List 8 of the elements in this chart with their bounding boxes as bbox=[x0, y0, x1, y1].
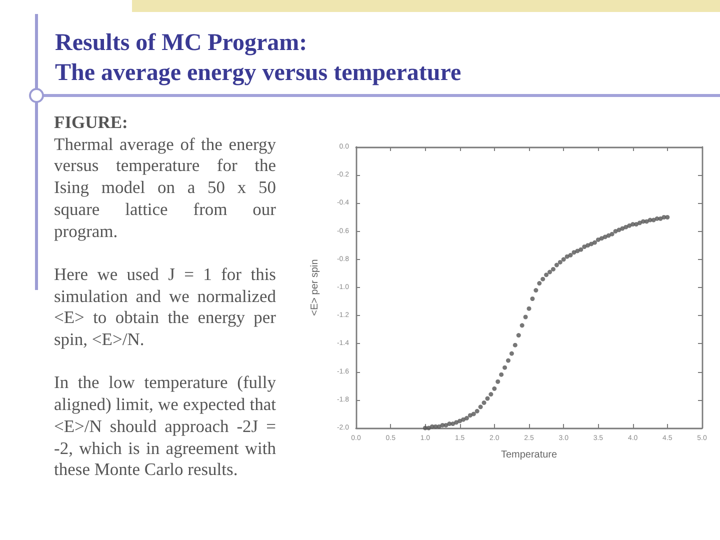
chart-subtitle: The average energy versus temperature bbox=[55, 59, 462, 87]
text: Thermal average of the energy versus temperature for the Ising model on a 50 x 50 square lattice from our program. bbox=[54, 134, 276, 242]
y-axis-title: <E> per spin bbox=[310, 259, 320, 316]
text: Here we used J = 1 for this simulation and we normalized <E> to obtain the energy per spin, <E>/N. bbox=[54, 264, 276, 351]
chart-title: Results of MC Program: bbox=[55, 29, 308, 57]
text: FIGURE: bbox=[54, 112, 129, 134]
x-axis-title: Temperature bbox=[500, 450, 558, 460]
text: In the low temperature (fully aligned) limit, we expected that <E>/N should approach -2J = -2, which is in agreement with these Monte Carlo results. bbox=[54, 372, 276, 481]
